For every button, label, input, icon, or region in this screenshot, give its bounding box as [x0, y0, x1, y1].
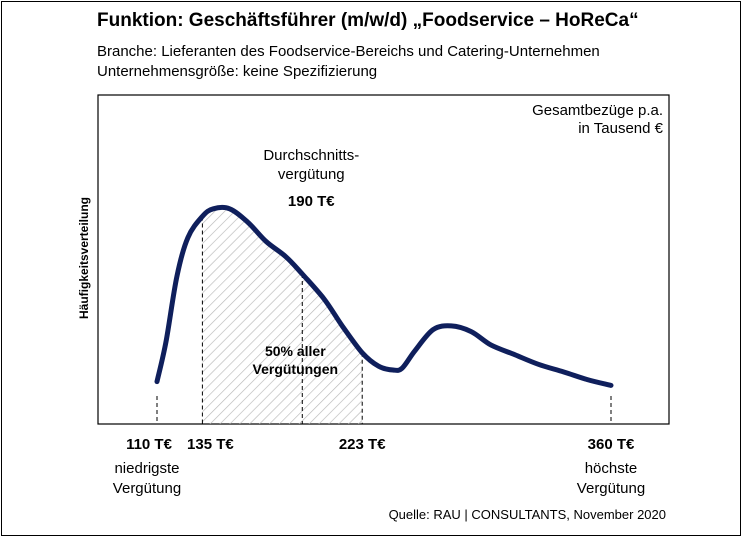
- tick-description: Vergütung: [113, 480, 181, 497]
- tick-description: Vergütung: [577, 480, 645, 497]
- source-note: Quelle: RAU | CONSULTANTS, November 2020: [388, 507, 666, 522]
- industry-line: Branche: Lieferanten des Foodservice-Ber…: [97, 43, 600, 60]
- median-value-label: 190 T€: [288, 193, 335, 210]
- x-axis-label-line: in Tausend €: [578, 120, 663, 137]
- shaded-range-label: Vergütungen: [253, 361, 339, 377]
- median-label-line: vergütung: [278, 166, 345, 183]
- tick-description: höchste: [585, 460, 638, 477]
- plot-area: [97, 94, 670, 425]
- tick-label-223T: 223 T€: [339, 436, 386, 453]
- tick-label-135T: 135 T€: [187, 436, 234, 453]
- shaded-range-label: 50% aller: [265, 343, 326, 359]
- company-size-line: Unternehmensgröße: keine Spezifizierung: [97, 63, 378, 80]
- tick-description: niedrigste: [114, 460, 179, 477]
- distribution-curve: [154, 204, 614, 388]
- tick-label-360T: 360 T€: [588, 436, 635, 453]
- x-axis-label-line: Gesamtbezüge p.a.: [532, 102, 663, 119]
- shaded-50pct-area: [202, 207, 363, 424]
- y-axis-label: Häufigkeitsverteilung: [77, 197, 91, 319]
- tick-label-110T: 110 T€: [126, 436, 173, 453]
- page-title: Funktion: Geschäftsführer (m/w/d) „Foods…: [97, 10, 639, 31]
- median-label-line: Durchschnitts-: [263, 147, 359, 164]
